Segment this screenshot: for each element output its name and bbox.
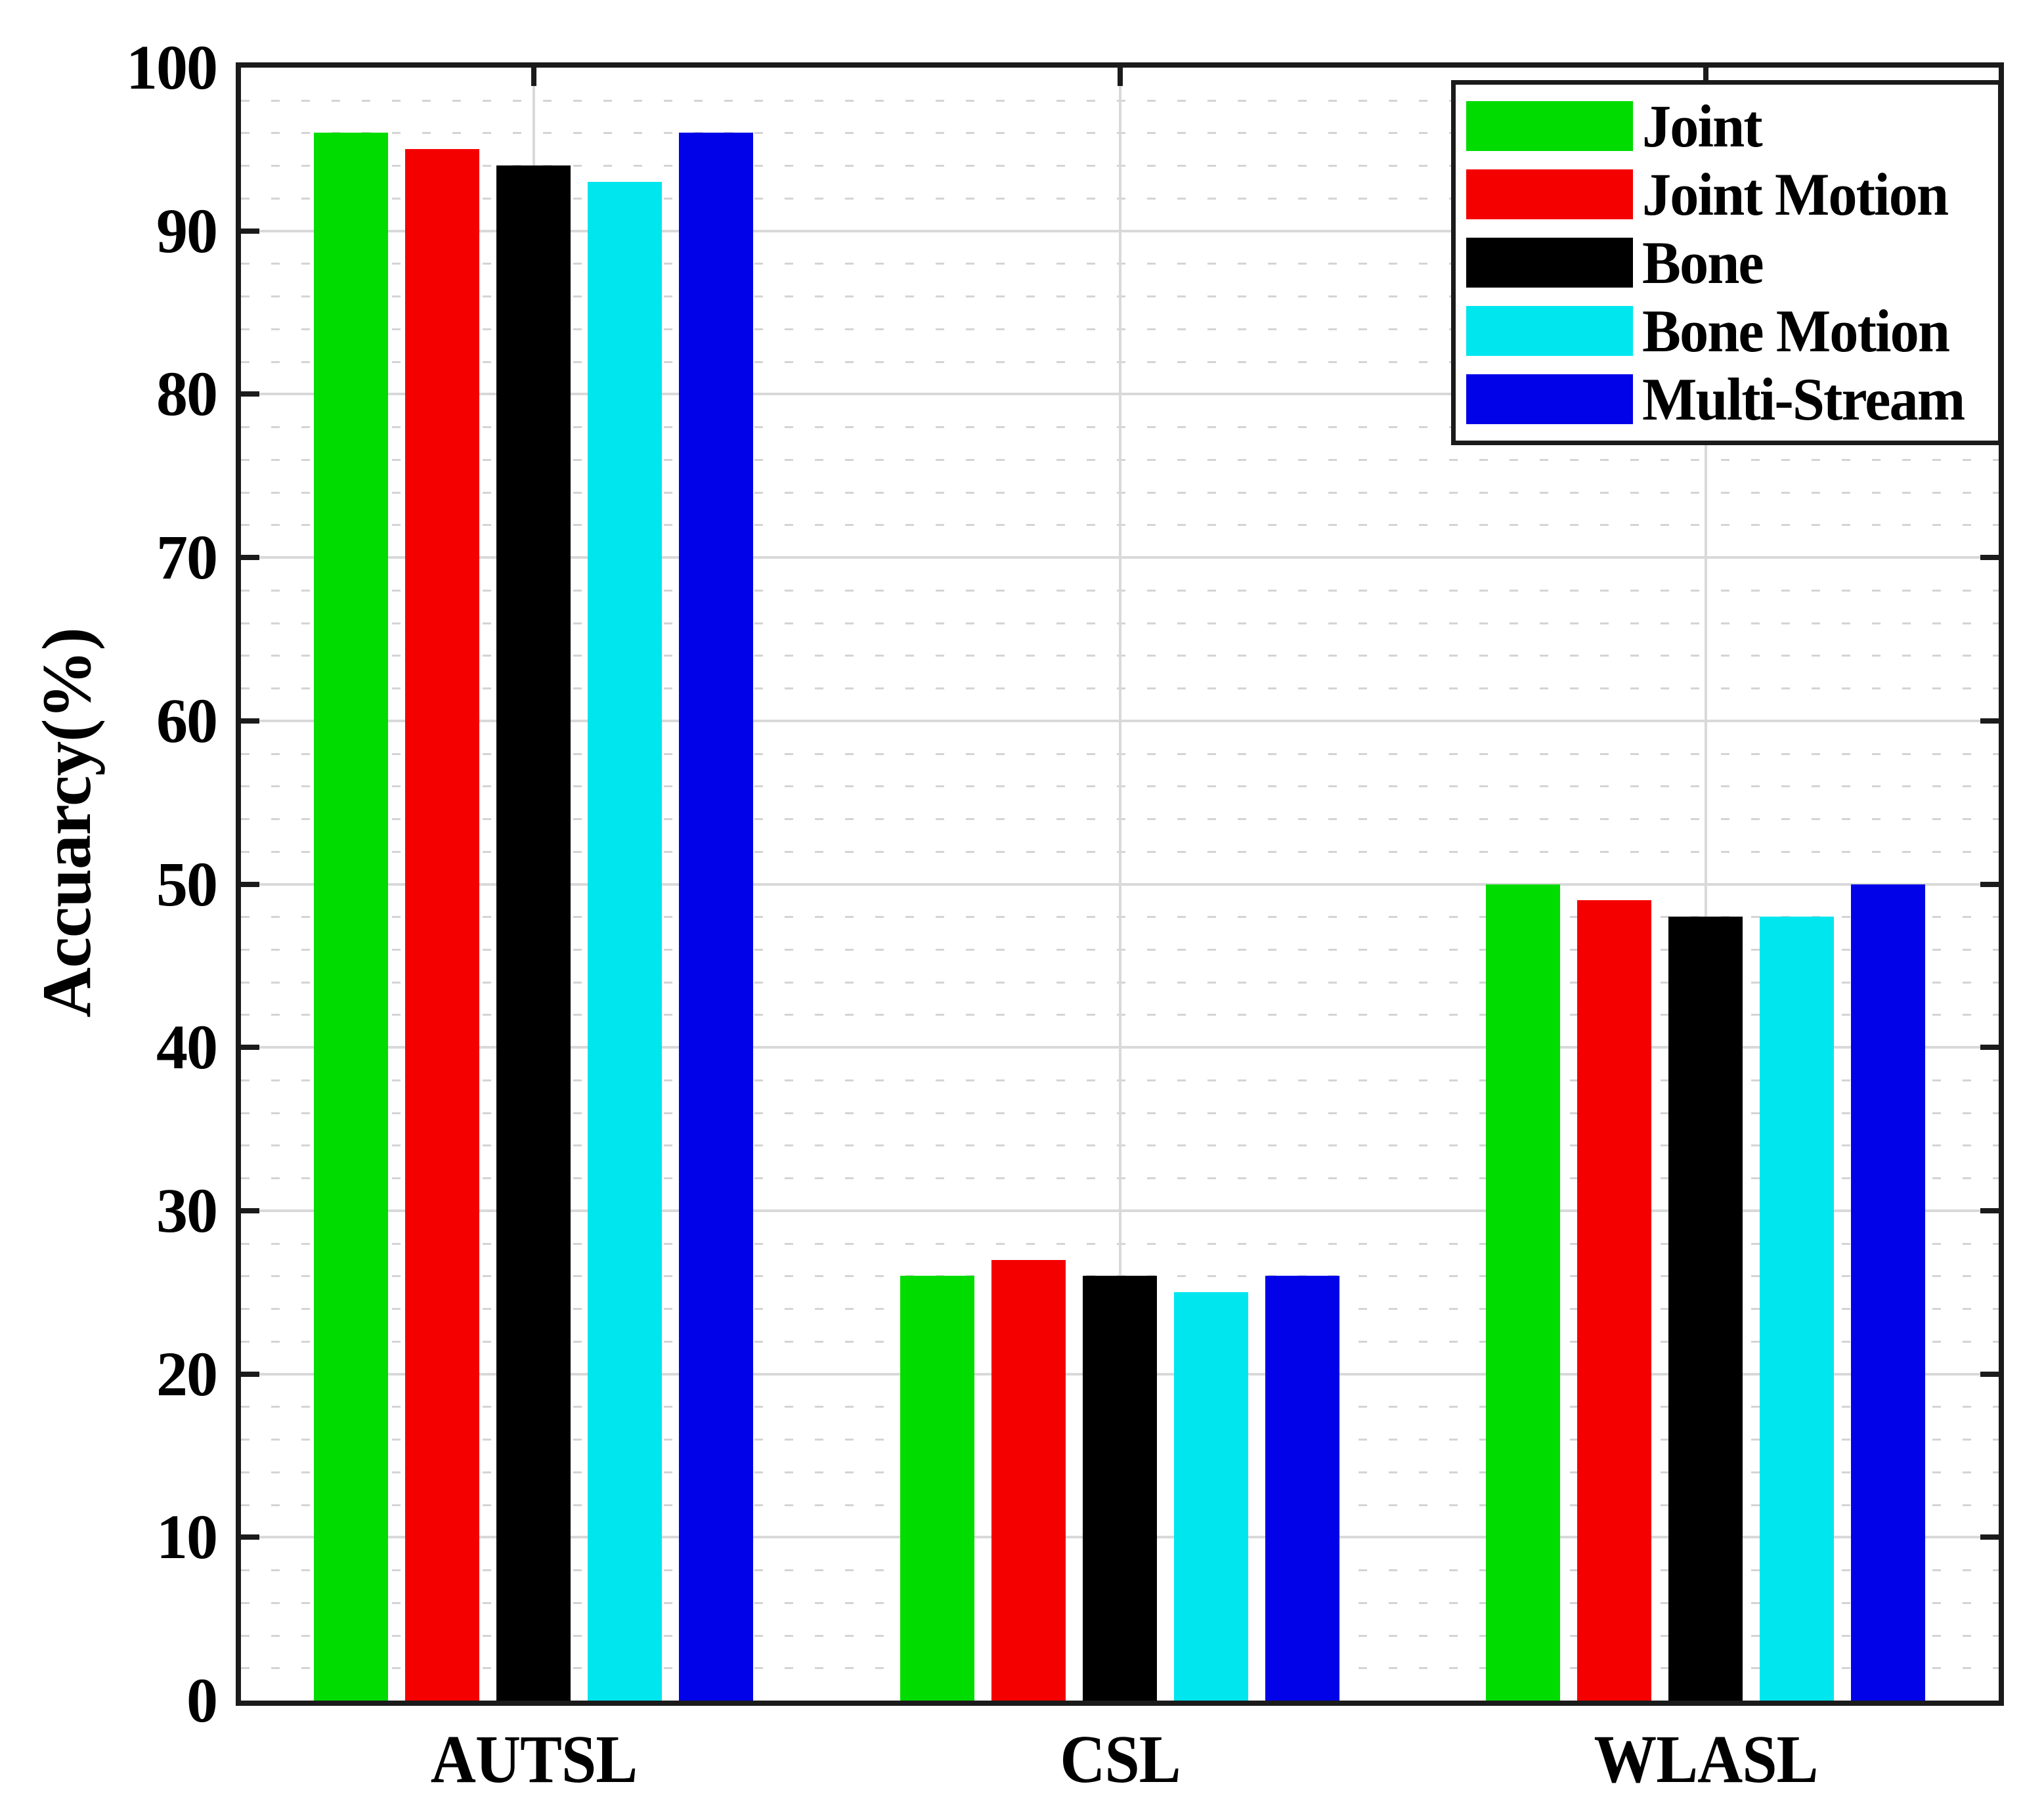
y-axis-tick xyxy=(241,718,259,724)
legend-item: Multi-Stream xyxy=(1466,366,1991,433)
legend-label: Joint Motion xyxy=(1642,161,1949,228)
y-axis-tick xyxy=(1980,1045,1999,1051)
y-tick-label: 40 xyxy=(156,1012,218,1083)
bar-csl-bone-motion xyxy=(1173,1292,1248,1701)
legend-label: Joint xyxy=(1642,93,1763,160)
x-tick-label-csl: CSL xyxy=(1059,1722,1181,1797)
legend-item: Bone xyxy=(1466,229,1991,296)
legend-label: Bone Motion xyxy=(1642,297,1950,364)
legend-swatch-joint xyxy=(1466,101,1633,151)
legend-label: Multi-Stream xyxy=(1642,366,1965,433)
legend-swatch-joint-motion xyxy=(1466,169,1633,219)
y-axis-tick xyxy=(241,391,259,397)
bar-csl-bone xyxy=(1082,1276,1157,1701)
y-axis-tick xyxy=(241,1371,259,1377)
legend-item: Joint Motion xyxy=(1466,161,1991,228)
y-tick-label: 90 xyxy=(156,195,218,266)
bar-autsl-bone xyxy=(496,165,571,1701)
y-tick-label: 80 xyxy=(156,358,218,429)
y-axis-tick xyxy=(241,555,259,561)
y-axis-tick xyxy=(1980,1534,1999,1540)
y-tick-label: 30 xyxy=(156,1175,218,1246)
y-axis-title: Accuarcy(%) xyxy=(28,628,105,1018)
y-axis-tick xyxy=(1980,555,1999,561)
legend-label: Bone xyxy=(1642,229,1764,296)
x-tick-label-autsl: AUTSL xyxy=(430,1722,638,1797)
legend-swatch-bone-motion xyxy=(1466,306,1633,356)
bar-wlasl-bone xyxy=(1668,917,1743,1701)
y-tick-label: 100 xyxy=(126,32,218,102)
legend-item: Bone Motion xyxy=(1466,297,1991,364)
y-tick-label: 20 xyxy=(156,1338,218,1409)
x-axis-tick xyxy=(1117,68,1123,86)
y-axis-tick xyxy=(241,1045,259,1051)
y-axis-tick xyxy=(1980,1371,1999,1377)
gridline-vertical xyxy=(1118,68,1121,1701)
y-tick-label: 70 xyxy=(156,522,218,593)
bar-wlasl-joint-motion xyxy=(1576,900,1651,1701)
y-tick-label: 50 xyxy=(156,848,218,919)
y-tick-label: 60 xyxy=(156,685,218,756)
bar-csl-joint xyxy=(900,1276,974,1701)
gridline-vertical xyxy=(1704,68,1707,1701)
bar-autsl-bone-motion xyxy=(588,182,663,1701)
legend-swatch-multi-stream xyxy=(1466,374,1633,424)
y-axis-tick xyxy=(1980,881,1999,887)
y-axis-tick xyxy=(1980,718,1999,724)
x-axis-tick xyxy=(1703,68,1708,86)
bar-wlasl-multi-stream xyxy=(1850,884,1925,1701)
bars-layer xyxy=(241,68,1999,1701)
legend: Joint Joint Motion Bone Bone Motion Multi-St… xyxy=(1451,80,2003,445)
bar-autsl-joint-motion xyxy=(405,149,480,1701)
y-tick-label: 10 xyxy=(156,1502,218,1573)
legend-item: Joint xyxy=(1466,93,1991,160)
y-axis-tick xyxy=(241,228,259,234)
y-axis-tick xyxy=(1980,1207,1999,1213)
y-axis-tick xyxy=(241,1534,259,1540)
x-axis-tick xyxy=(531,68,537,86)
legend-swatch-bone xyxy=(1466,238,1633,288)
y-tick-label: 0 xyxy=(186,1665,218,1735)
bar-autsl-multi-stream xyxy=(679,133,754,1701)
bar-csl-joint-motion xyxy=(991,1259,1066,1701)
bar-csl-multi-stream xyxy=(1265,1276,1339,1701)
bar-wlasl-joint xyxy=(1485,884,1560,1701)
bar-autsl-joint xyxy=(314,133,389,1701)
x-tick-label-wlasl: WLASL xyxy=(1594,1722,1818,1797)
plot-area: Joint Joint Motion Bone Bone Motion Multi-St… xyxy=(236,62,2004,1706)
y-axis-tick xyxy=(241,1207,259,1213)
bar-wlasl-bone-motion xyxy=(1759,917,1834,1701)
y-axis-tick xyxy=(241,881,259,887)
